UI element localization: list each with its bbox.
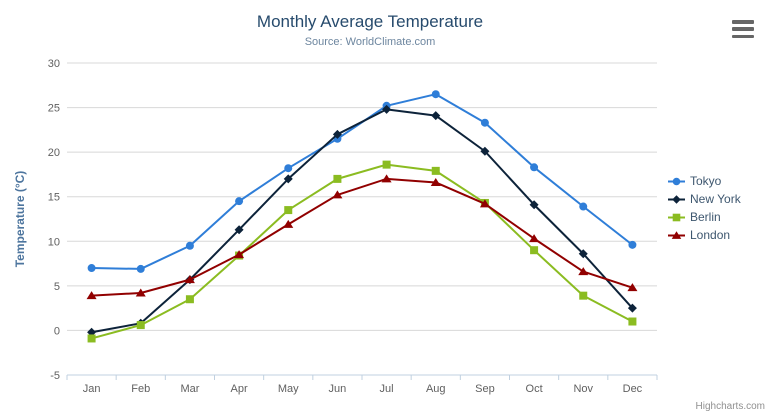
series-marker-london[interactable] <box>627 283 638 292</box>
series-marker-new-york[interactable] <box>480 146 490 156</box>
legend-item-new-york[interactable]: New York <box>668 190 741 208</box>
series-marker-new-york[interactable] <box>431 111 441 121</box>
x-axis-tick-label: Jul <box>380 383 394 395</box>
series-marker-tokyo[interactable] <box>185 241 194 250</box>
series-marker-london[interactable] <box>381 174 392 183</box>
y-axis-tick-label: 25 <box>48 103 60 115</box>
legend-label: London <box>690 228 731 242</box>
series-marker-berlin[interactable] <box>185 295 194 304</box>
diamond-legend-icon <box>668 194 685 204</box>
series-marker-new-york[interactable] <box>578 249 588 259</box>
series-marker-berlin[interactable] <box>431 166 440 175</box>
series-marker-tokyo[interactable] <box>530 163 539 172</box>
series-line-berlin[interactable] <box>90 163 634 340</box>
series-marker-london[interactable] <box>578 267 589 276</box>
series-marker-berlin[interactable] <box>579 291 588 300</box>
y-axis-tick-label: 0 <box>54 325 60 337</box>
hamburger-icon[interactable] <box>732 20 756 38</box>
series-marker-new-york[interactable] <box>332 129 342 139</box>
legend-item-london[interactable]: London <box>668 226 741 244</box>
series-marker-tokyo[interactable] <box>87 264 96 273</box>
series-marker-new-york[interactable] <box>627 303 637 313</box>
hamburger-bar <box>732 34 754 38</box>
y-axis-tick-label: 15 <box>48 192 60 204</box>
hamburger-bar <box>732 27 754 31</box>
series-marker-new-york[interactable] <box>382 104 392 114</box>
y-axis-tick-label: 5 <box>54 281 60 293</box>
legend-label: Berlin <box>690 210 721 224</box>
series-marker-berlin[interactable] <box>382 160 391 169</box>
x-axis-tick-label: Apr <box>231 383 248 395</box>
x-axis-tick-label: May <box>278 383 299 395</box>
x-axis-tick-label: Jan <box>83 383 101 395</box>
triangle-legend-icon <box>668 230 685 239</box>
y-axis-tick-label: 30 <box>48 58 60 70</box>
series-marker-berlin[interactable] <box>530 246 539 255</box>
chart-subtitle: Source: WorldClimate.com <box>304 36 436 48</box>
series-marker-tokyo[interactable] <box>579 202 588 211</box>
y-axis-tick-label: 10 <box>48 236 60 248</box>
series-line-new-york[interactable] <box>90 108 634 334</box>
series-marker-tokyo[interactable] <box>136 264 145 273</box>
series-line-tokyo[interactable] <box>90 93 634 270</box>
series-marker-london[interactable] <box>529 234 540 243</box>
circle-legend-icon <box>668 177 685 185</box>
series-marker-tokyo[interactable] <box>628 240 637 249</box>
series-marker-tokyo[interactable] <box>235 197 244 206</box>
series-marker-tokyo[interactable] <box>480 118 489 127</box>
series-marker-tokyo[interactable] <box>431 90 440 99</box>
series-marker-london[interactable] <box>332 190 343 199</box>
square-legend-icon <box>668 213 685 221</box>
series-marker-berlin[interactable] <box>136 321 145 330</box>
series-marker-london[interactable] <box>283 219 294 228</box>
x-axis-tick-label: Sep <box>475 383 495 395</box>
series-marker-new-york[interactable] <box>283 174 293 184</box>
series-marker-berlin[interactable] <box>333 174 342 183</box>
x-axis-tick-label: Jun <box>329 383 347 395</box>
y-axis-tick-label: -5 <box>50 370 60 382</box>
legend-item-tokyo[interactable]: Tokyo <box>668 172 741 190</box>
series-marker-london[interactable] <box>430 177 441 186</box>
series-marker-berlin[interactable] <box>284 206 293 215</box>
x-axis-tick-label: Dec <box>623 383 643 395</box>
legend-label: New York <box>690 192 741 206</box>
hamburger-bar <box>732 20 754 24</box>
series-marker-new-york[interactable] <box>234 225 244 235</box>
x-axis-tick-label: Aug <box>426 383 446 395</box>
series-marker-london[interactable] <box>135 288 146 297</box>
series-marker-london[interactable] <box>234 250 245 259</box>
series-marker-berlin[interactable] <box>628 317 637 326</box>
x-axis-tick-label: Oct <box>526 383 543 395</box>
x-axis-tick-label: Mar <box>180 383 199 395</box>
series-marker-tokyo[interactable] <box>284 164 293 173</box>
x-axis-tick-label: Feb <box>131 383 150 395</box>
legend-label: Tokyo <box>690 174 722 188</box>
series-marker-london[interactable] <box>479 199 490 208</box>
series-line-london[interactable] <box>90 177 634 297</box>
series-marker-london[interactable] <box>184 275 195 284</box>
series-marker-berlin[interactable] <box>87 334 96 343</box>
y-axis-title: Temperature (°C) <box>13 171 27 268</box>
highcharts-credit[interactable]: Highcharts.com <box>695 401 765 412</box>
chart-title: Monthly Average Temperature <box>256 12 484 31</box>
legend: Tokyo New York Berlin London <box>668 172 741 244</box>
series-marker-new-york[interactable] <box>529 200 539 210</box>
y-axis-tick-label: 20 <box>48 147 60 159</box>
series-marker-london[interactable] <box>86 291 97 300</box>
x-axis-tick-label: Nov <box>573 383 593 395</box>
legend-item-berlin[interactable]: Berlin <box>668 208 741 226</box>
